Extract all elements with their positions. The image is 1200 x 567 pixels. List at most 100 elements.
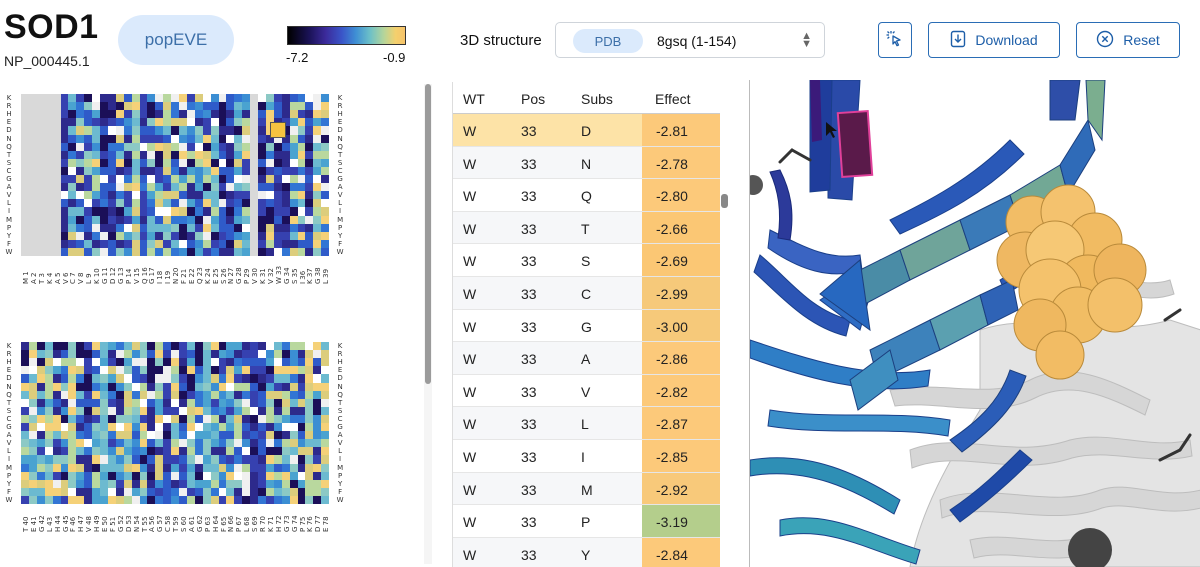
heatmap-cell[interactable] xyxy=(234,126,243,135)
heatmap-cell[interactable] xyxy=(131,495,140,505)
heatmap-cell[interactable] xyxy=(92,118,101,127)
heatmap-cell[interactable] xyxy=(258,118,267,127)
heatmap-cell[interactable] xyxy=(305,223,314,232)
heatmap-cell[interactable] xyxy=(60,398,69,408)
heatmap-cell[interactable] xyxy=(76,199,85,208)
heatmap-cell[interactable] xyxy=(155,199,164,208)
heatmap-cell[interactable] xyxy=(202,183,211,192)
heatmap-cell[interactable] xyxy=(92,199,101,208)
heatmap-cell[interactable] xyxy=(313,382,322,391)
heatmap-cell[interactable] xyxy=(194,191,203,200)
heatmap-cell[interactable] xyxy=(21,142,30,151)
heatmap-cell[interactable] xyxy=(107,118,117,127)
heatmap-cell[interactable] xyxy=(202,134,211,143)
heatmap-cell[interactable] xyxy=(226,215,235,224)
table-row[interactable]: W 33 L -2.87 xyxy=(453,407,720,440)
heatmap-cell[interactable] xyxy=(242,414,251,424)
heatmap-cell[interactable] xyxy=(139,366,148,375)
heatmap-cell[interactable] xyxy=(21,239,30,249)
heatmap-cell[interactable] xyxy=(107,134,117,143)
heatmap-cell[interactable] xyxy=(171,118,180,127)
heatmap-cell[interactable] xyxy=(52,183,61,192)
heatmap-cell[interactable] xyxy=(313,150,322,160)
heatmap-cell[interactable] xyxy=(265,150,275,160)
heatmap-cell[interactable] xyxy=(281,366,290,375)
heatmap-cell[interactable] xyxy=(218,358,227,367)
heatmap-cell[interactable] xyxy=(242,495,251,505)
heatmap-cell[interactable] xyxy=(258,439,267,448)
heatmap-cell[interactable] xyxy=(123,382,132,391)
heatmap-cell[interactable] xyxy=(44,431,53,440)
heatmap-cell[interactable] xyxy=(44,414,53,424)
heatmap-cell[interactable] xyxy=(194,126,203,135)
table-row[interactable]: W 33 I -2.85 xyxy=(453,440,720,473)
heatmap-cell[interactable] xyxy=(313,223,322,232)
heatmap-cell[interactable] xyxy=(210,455,219,464)
column-header-subs[interactable]: Subs xyxy=(581,91,613,107)
heatmap-cell[interactable] xyxy=(171,374,180,383)
heatmap-cell[interactable] xyxy=(107,358,117,367)
heatmap-cell[interactable] xyxy=(194,150,203,160)
heatmap-cell[interactable] xyxy=(289,447,298,456)
heatmap-cell[interactable] xyxy=(68,406,77,416)
heatmap-cell[interactable] xyxy=(107,199,117,208)
heatmap-cell[interactable] xyxy=(36,166,45,176)
heatmap-cell[interactable] xyxy=(155,358,164,367)
heatmap-cell[interactable] xyxy=(186,463,196,472)
heatmap-cell[interactable] xyxy=(234,479,243,489)
heatmap-cell[interactable] xyxy=(92,231,101,241)
heatmap-cell[interactable] xyxy=(60,134,69,143)
heatmap-cell[interactable] xyxy=(218,199,227,208)
heatmap-cell[interactable] xyxy=(202,447,211,456)
heatmap-cell[interactable] xyxy=(107,94,117,103)
heatmap-cell[interactable] xyxy=(289,142,298,151)
heatmap-cell[interactable] xyxy=(210,398,219,408)
heatmap-cell[interactable] xyxy=(313,110,322,119)
heatmap-cell[interactable] xyxy=(92,479,101,489)
heatmap-cell[interactable] xyxy=(36,191,45,200)
heatmap-cell[interactable] xyxy=(289,118,298,127)
heatmap-cell[interactable] xyxy=(186,471,196,480)
heatmap-cell[interactable] xyxy=(194,439,203,448)
heatmap-cell[interactable] xyxy=(163,183,172,192)
heatmap-cell[interactable] xyxy=(68,207,77,216)
heatmap-cell[interactable] xyxy=(171,110,180,119)
heatmap-cell[interactable] xyxy=(21,390,30,399)
heatmap-cell[interactable] xyxy=(210,390,219,399)
heatmap-cell[interactable] xyxy=(60,207,69,216)
heatmap-cell[interactable] xyxy=(321,374,330,383)
heatmap-cell[interactable] xyxy=(107,231,117,241)
heatmap-cell[interactable] xyxy=(186,366,196,375)
heatmap-cell[interactable] xyxy=(273,207,282,216)
heatmap-cell[interactable] xyxy=(92,382,101,391)
heatmap-cell[interactable] xyxy=(84,374,93,383)
heatmap-cell[interactable] xyxy=(21,463,30,472)
heatmap-cell[interactable] xyxy=(242,175,251,184)
heatmap-cell[interactable] xyxy=(313,126,322,135)
heatmap-cell[interactable] xyxy=(226,406,235,416)
heatmap-cell[interactable] xyxy=(131,358,140,367)
heatmap-cell[interactable] xyxy=(171,142,180,151)
heatmap-cell[interactable] xyxy=(28,471,38,480)
heatmap-cell[interactable] xyxy=(305,414,314,424)
heatmap-cell[interactable] xyxy=(186,199,196,208)
heatmap-cell[interactable] xyxy=(186,239,196,249)
heatmap-cell[interactable] xyxy=(163,191,172,200)
heatmap-cell[interactable] xyxy=(265,183,275,192)
heatmap-cell[interactable] xyxy=(289,110,298,119)
heatmap-cell[interactable] xyxy=(131,350,140,359)
heatmap-cell[interactable] xyxy=(131,366,140,375)
heatmap-cell[interactable] xyxy=(281,414,290,424)
heatmap-cell[interactable] xyxy=(115,479,124,489)
heatmap-cell[interactable] xyxy=(289,487,298,497)
heatmap-cell[interactable] xyxy=(321,358,330,367)
heatmap-cell[interactable] xyxy=(60,223,69,232)
heatmap-cell[interactable] xyxy=(131,191,140,200)
heatmap-cell[interactable] xyxy=(171,487,180,497)
heatmap-cell[interactable] xyxy=(44,447,53,456)
heatmap-cell[interactable] xyxy=(21,207,30,216)
heatmap-cell[interactable] xyxy=(194,142,203,151)
heatmap-cell[interactable] xyxy=(147,439,156,448)
heatmap-cell[interactable] xyxy=(218,134,227,143)
heatmap-cell[interactable] xyxy=(60,239,69,249)
